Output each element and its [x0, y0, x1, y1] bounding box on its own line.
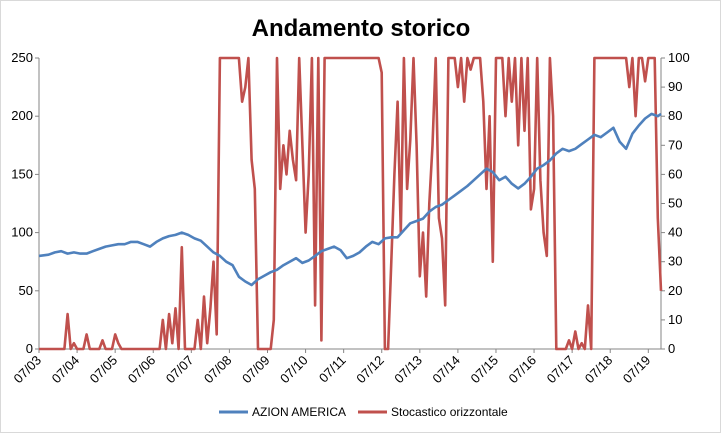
legend-label-azion-america: AZION AMERICA: [252, 405, 346, 419]
y-left-tick-label: 250: [11, 50, 33, 65]
y-right-tick-label: 60: [668, 166, 682, 181]
x-tick-label: 07/19: [620, 353, 654, 387]
y-right-tick-label: 20: [668, 283, 682, 298]
x-tick-label: 07/11: [316, 353, 349, 386]
x-tick-label: 07/14: [429, 353, 463, 387]
x-tick-label: 07/09: [239, 353, 273, 387]
y-left-tick-label: 100: [11, 225, 33, 240]
y-left-tick-label: 0: [26, 341, 33, 356]
y-right-tick-label: 100: [668, 50, 690, 65]
series-line-0: [38, 112, 662, 287]
y-right-tick-label: 80: [668, 108, 682, 123]
x-tick-label: 07/03: [11, 353, 45, 387]
x-tick-label: 07/12: [353, 353, 387, 387]
y-right-tick-label: 10: [668, 312, 682, 327]
axes-group: 0 50 100 150 200 250 0 10 20 30 40 50 60 70 80 90 100 07/…: [11, 50, 690, 386]
x-tick-label: 07/04: [49, 353, 83, 387]
y-right-tick-label: 40: [668, 225, 682, 240]
x-tick-label: 07/18: [582, 353, 616, 387]
x-tick-label: 07/16: [506, 353, 540, 387]
x-tick-label: 07/15: [467, 353, 501, 387]
y-right-tick-label: 90: [668, 79, 682, 94]
legend: AZION AMERICA Stocastico orizzontale: [219, 405, 508, 419]
x-tick-label: 07/17: [544, 353, 578, 387]
y-left-tick-label: 200: [11, 108, 33, 123]
x-tick-label: 07/08: [201, 353, 235, 387]
series-layer: [38, 56, 663, 351]
x-tick-label: 07/13: [391, 353, 425, 387]
y-left-tick-label: 50: [19, 283, 33, 298]
y-right-tick-label: 50: [668, 196, 682, 211]
x-tick-label: 07/07: [163, 353, 197, 387]
y-right-tick-label: 0: [668, 341, 675, 356]
series-line-1: [39, 56, 663, 351]
chart-title: Andamento storico: [252, 15, 471, 42]
y-right-tick-label: 30: [668, 254, 682, 269]
x-tick-label: 07/06: [125, 353, 159, 387]
y-right-tick-label: 70: [668, 137, 682, 152]
legend-label-stocastico-orizzontale: Stocastico orizzontale: [391, 405, 508, 419]
x-tick-label: 07/10: [277, 353, 311, 387]
y-left-tick-label: 150: [11, 166, 33, 181]
x-tick-label: 07/05: [87, 353, 121, 387]
